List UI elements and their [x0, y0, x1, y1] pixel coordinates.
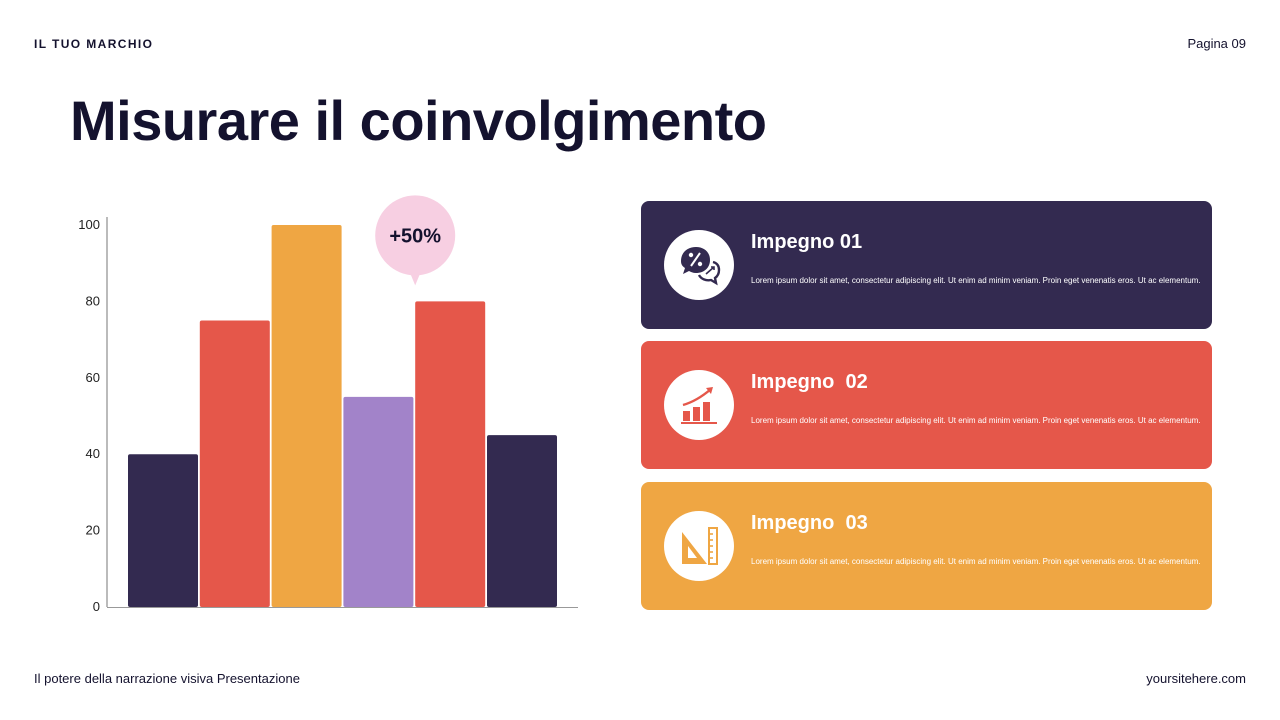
y-tick-label: 20: [86, 523, 100, 538]
bar: [271, 225, 342, 607]
chat-percent-icon: [664, 230, 734, 300]
y-tick-label: 0: [93, 599, 100, 614]
card-title: Impegno 02: [751, 371, 868, 393]
slide-title: Misurare il coinvolgimento: [70, 89, 767, 152]
card-impegno-01: Impegno 01 Lorem ipsum dolor sit amet, c…: [641, 201, 1212, 329]
card-title: Impegno 01: [751, 231, 863, 253]
bar: [128, 454, 198, 607]
y-tick-label: 40: [86, 446, 100, 461]
card-impegno-03: Impegno 03 Lorem ipsum dolor sit amet, c…: [641, 482, 1212, 610]
card-text: Lorem ipsum dolor sit amet, consectetur …: [751, 276, 1201, 285]
card-text: Lorem ipsum dolor sit amet, consectetur …: [751, 416, 1201, 425]
bar: [487, 435, 557, 607]
bar: [199, 320, 270, 607]
card-impegno-02: Impegno 02 Lorem ipsum dolor sit amet, c…: [641, 341, 1212, 469]
y-tick-label: 100: [78, 217, 100, 232]
ruler-triangle-icon: [664, 511, 734, 581]
card-title: Impegno 03: [751, 512, 868, 534]
annotation-bubble: [375, 195, 456, 276]
annotation-label: +50%: [389, 225, 441, 247]
brand-name: IL TUO MARCHIO: [34, 37, 154, 51]
bar: [415, 301, 486, 607]
page-number: Pagina 09: [1187, 36, 1246, 51]
y-tick-label: 80: [86, 293, 100, 308]
footer-caption: Il potere della narrazione visiva Presen…: [34, 671, 300, 686]
y-tick-label: 60: [86, 370, 100, 385]
card-text: Lorem ipsum dolor sit amet, consectetur …: [751, 557, 1201, 566]
bar: [343, 396, 414, 607]
bar-chart: 0 20 40 60 80 100 +50%: [78, 195, 578, 614]
footer-url: yoursitehere.com: [1146, 671, 1246, 686]
growth-chart-icon: [664, 370, 734, 440]
